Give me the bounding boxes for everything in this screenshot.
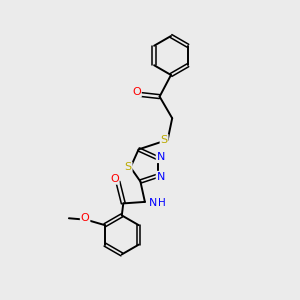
Text: N: N bbox=[157, 172, 165, 182]
Text: O: O bbox=[110, 174, 119, 184]
Text: N: N bbox=[149, 197, 158, 208]
Text: S: S bbox=[160, 135, 168, 145]
Text: S: S bbox=[124, 162, 132, 172]
Text: O: O bbox=[132, 87, 141, 97]
Text: H: H bbox=[158, 197, 165, 208]
Text: N: N bbox=[157, 152, 165, 162]
Text: O: O bbox=[81, 213, 89, 223]
